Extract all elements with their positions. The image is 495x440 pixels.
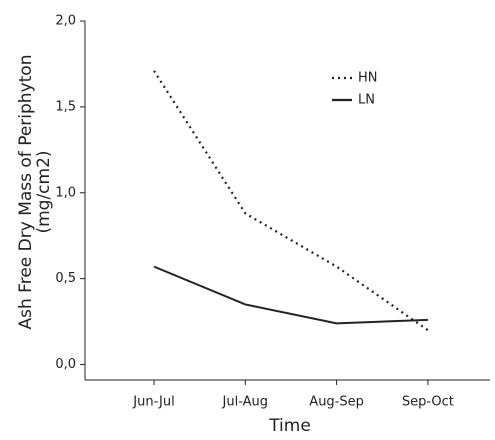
legend-label: LN	[358, 93, 375, 108]
y-tick-label: 1,5	[55, 99, 76, 114]
y-tick-label: 0,5	[55, 271, 76, 286]
series-line	[153, 70, 429, 332]
y-tick-label: 1,0	[55, 185, 76, 200]
y-tick-label: 0,0	[55, 357, 76, 372]
x-tick-label: Sep-Oct	[402, 395, 454, 410]
y-tick-label: 2,0	[55, 14, 76, 29]
y-axis-label: Ash Free Dry Mass of Periphyton	[16, 55, 36, 330]
x-axis-label: Time	[268, 416, 311, 436]
x-tick-label: Jun-Jul	[132, 395, 174, 410]
x-tick-label: Aug-Sep	[309, 395, 364, 410]
series-line	[153, 265, 428, 325]
legend-label: HN	[358, 71, 378, 86]
y-axis-label: (mg/cm2)	[34, 150, 54, 233]
x-tick-label: Jul-Aug	[222, 395, 268, 410]
